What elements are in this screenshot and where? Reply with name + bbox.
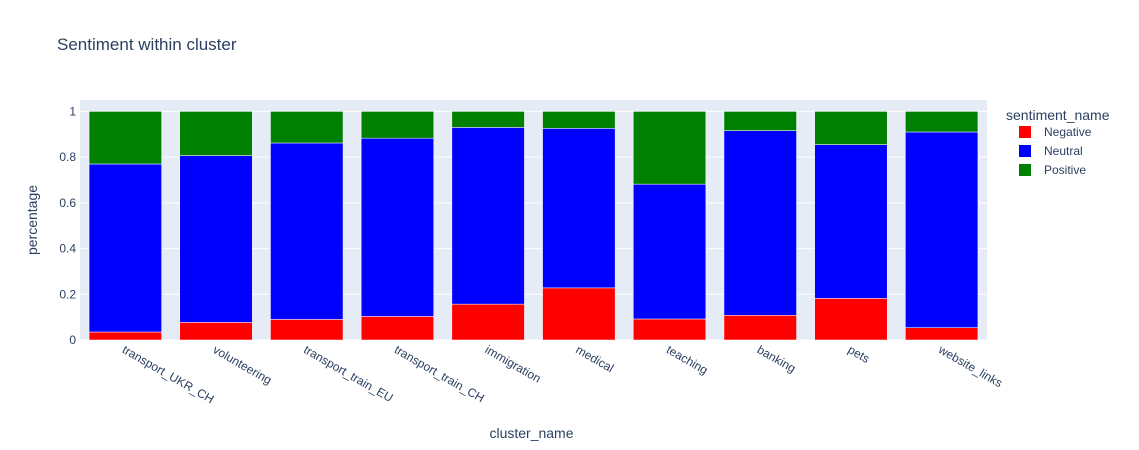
bar-negative: [814, 298, 888, 341]
bar-negative: [905, 327, 979, 341]
bar-neutral: [542, 128, 616, 289]
y-tick-label: 0.6: [59, 196, 76, 210]
bar-positive: [270, 111, 344, 144]
bar-negative: [542, 287, 616, 341]
y-tick-label: 0.8: [59, 150, 76, 164]
bar-negative: [179, 322, 253, 341]
bar-negative: [88, 331, 162, 341]
y-axis-ticks: 0 0.2 0.4 0.6 0.8 1: [59, 104, 76, 347]
legend-swatch-positive[interactable]: [1019, 164, 1031, 176]
legend-label-negative[interactable]: Negative: [1044, 125, 1092, 139]
bar-positive: [88, 111, 162, 165]
x-axis-title: cluster_name: [489, 425, 573, 441]
bar-neutral: [179, 155, 253, 323]
bar-negative: [633, 318, 707, 341]
x-tick-label: medical: [573, 342, 616, 375]
legend-title: sentiment_name: [1006, 107, 1110, 123]
bar-neutral: [723, 130, 797, 316]
legend: sentiment_name Negative Neutral Positive: [1006, 107, 1110, 177]
bar-positive: [451, 111, 525, 128]
y-axis-title: percentage: [24, 185, 40, 255]
x-tick-label: transport_train_EU: [301, 342, 395, 404]
bar-neutral: [360, 137, 434, 317]
bar-positive: [633, 111, 707, 185]
x-tick-label: transport_train_CH: [392, 342, 487, 405]
bar-neutral: [905, 131, 979, 328]
bar-positive: [723, 111, 797, 131]
bar-positive: [905, 111, 979, 133]
legend-swatch-neutral[interactable]: [1019, 145, 1031, 157]
y-tick-label: 1: [69, 104, 76, 118]
bar-neutral: [88, 163, 162, 333]
x-tick-label: website_links: [935, 342, 1005, 390]
bar-positive: [542, 111, 616, 129]
bar-neutral: [270, 142, 344, 320]
bar-negative: [270, 319, 344, 341]
x-tick-label: immigration: [483, 342, 544, 385]
bar-negative: [723, 315, 797, 341]
legend-swatch-negative[interactable]: [1019, 126, 1031, 138]
legend-label-positive[interactable]: Positive: [1044, 163, 1086, 177]
chart-title: Sentiment within cluster: [57, 35, 237, 54]
y-tick-label: 0.4: [59, 242, 76, 256]
bar-positive: [179, 111, 253, 156]
x-tick-label: banking: [755, 342, 798, 375]
y-tick-label: 0.2: [59, 287, 76, 301]
x-tick-label: volunteering: [211, 342, 275, 387]
x-tick-label: teaching: [664, 342, 710, 377]
y-tick-label: 0: [69, 333, 76, 347]
x-tick-label: pets: [845, 342, 872, 365]
bar-neutral: [451, 127, 525, 305]
bars: [88, 111, 979, 341]
bar-neutral: [814, 144, 888, 299]
bar-negative: [451, 303, 525, 341]
bar-neutral: [633, 183, 707, 320]
bar-positive: [360, 111, 434, 139]
legend-label-neutral[interactable]: Neutral: [1044, 144, 1083, 158]
x-tick-label: transport_UKR_CH: [120, 342, 217, 406]
bar-negative: [360, 316, 434, 341]
bar-positive: [814, 111, 888, 145]
